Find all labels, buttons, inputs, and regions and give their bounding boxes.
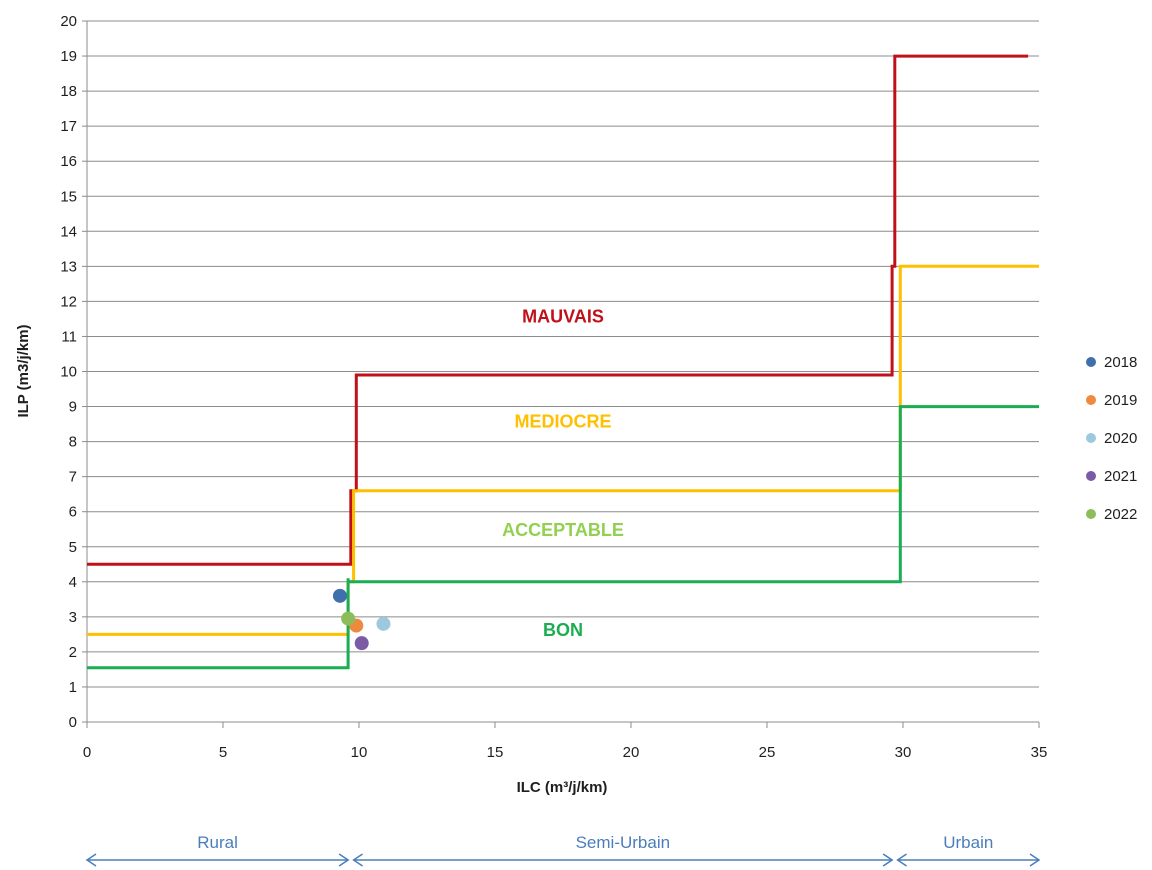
y-tick-label: 15 [60,188,77,205]
y-tick-label: 20 [60,13,77,30]
legend-label-2021: 2021 [1104,468,1137,485]
y-tick-label: 11 [61,328,77,345]
y-tick-label: 16 [60,153,77,170]
legend-marker-2018 [1086,357,1096,367]
region-arrowhead-right-1 [882,853,894,867]
threshold-lines [87,54,1039,670]
y-tick-label: 17 [60,118,77,135]
y-tick-label: 6 [69,504,77,521]
region-arrowhead-left-0 [85,853,97,867]
region-indicators: Rural Semi-Urbain Urbain [85,833,1041,867]
x-axis-title: ILC (m³/j/km) [517,779,608,796]
point-2018 [332,588,347,603]
region-arrowhead-left-2 [896,853,907,867]
y-tick-label: 4 [69,574,77,591]
y-tick-label: 10 [60,364,77,381]
data-points [332,588,391,651]
y-tick-label: 18 [60,83,77,100]
legend-label-2022: 2022 [1104,506,1137,523]
legend-label-2019: 2019 [1104,392,1137,409]
legend-marker-2019 [1086,395,1096,405]
region-arrowhead-right-0 [338,853,350,867]
threshold-line-2 [87,405,1039,670]
point-2020 [376,616,391,631]
zone-labels: MAUVAIS MEDIOCRE ACCEPTABLE BON [502,306,624,640]
legend-marker-2020 [1086,433,1096,443]
x-tick-label: 25 [759,744,776,761]
point-2022 [341,611,356,626]
legend: 2018 2019 2020 2021 2022 [1086,354,1137,523]
axes [82,20,1040,728]
y-tick-label: 12 [60,293,77,310]
y-tick-label: 13 [60,258,77,275]
zone-label-mauvais: MAUVAIS [522,306,604,326]
y-tick-label: 9 [69,399,77,416]
y-tick-label: 3 [69,609,77,626]
grid-lines [87,20,1039,688]
y-tick-label: 19 [60,48,77,65]
region-label-rural: Rural [197,833,238,852]
zone-label-bon: BON [543,620,583,640]
y-tick-label: 5 [69,539,77,556]
legend-label-2020: 2020 [1104,430,1137,447]
x-tick-label: 0 [83,744,91,761]
y-axis-title: ILP (m3/j/km) [15,324,32,417]
y-tick-label: 14 [60,223,77,240]
legend-marker-2021 [1086,471,1096,481]
y-tick-label: 1 [69,679,77,696]
y-tick-label: 8 [69,434,77,451]
x-tick-label: 5 [219,744,227,761]
x-tick-label: 35 [1031,744,1048,761]
legend-marker-2022 [1086,509,1096,519]
point-2021 [354,636,369,651]
zone-label-acceptable: ACCEPTABLE [502,520,624,540]
x-tick-label: 10 [351,744,368,761]
threshold-line-0 [87,54,1029,566]
y-tick-label: 7 [69,469,77,486]
y-tick-label: 0 [69,714,77,731]
legend-label-2018: 2018 [1104,354,1137,371]
x-tick-label: 30 [895,744,912,761]
y-tick-label: 2 [69,644,77,661]
region-label-urbain: Urbain [943,833,993,852]
x-tick-label: 15 [487,744,504,761]
zone-label-mediocre: MEDIOCRE [514,412,611,432]
region-label-semi-urbain: Semi-Urbain [576,833,670,852]
x-tick-label: 20 [623,744,640,761]
region-arrowhead-right-2 [1029,853,1041,867]
region-arrowhead-left-1 [352,853,363,867]
